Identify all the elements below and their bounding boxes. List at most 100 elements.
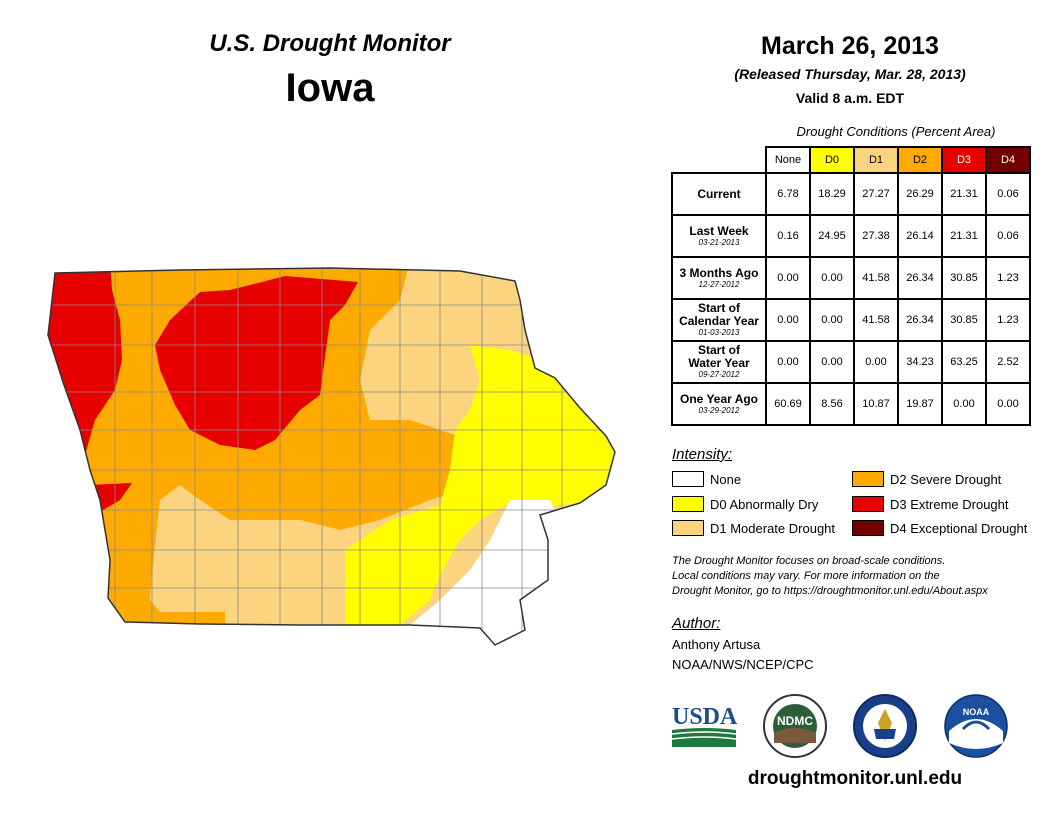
cell-d3: 30.85 bbox=[941, 256, 987, 300]
legend-item-none: None bbox=[672, 471, 741, 487]
cell-d4: 0.06 bbox=[985, 172, 1031, 216]
row-label-line1: One Year Ago bbox=[679, 391, 759, 406]
legend-swatch bbox=[672, 496, 704, 512]
legend-label: D1 Moderate Drought bbox=[710, 520, 836, 536]
table-row: 3 Months Ago 12-27-2012 0.00 0.00 41.58 26.34… bbox=[671, 256, 1031, 300]
cell-d0: 0.00 bbox=[809, 340, 855, 384]
ndmc-logo: NDMC bbox=[763, 694, 827, 758]
cell-d2: 26.34 bbox=[897, 298, 943, 342]
row-label: Last Week 03-21-2013 bbox=[671, 214, 767, 258]
cell-d1: 27.38 bbox=[853, 214, 899, 258]
cell-d1: 41.58 bbox=[853, 298, 899, 342]
noaa-logo: NOAA bbox=[944, 694, 1008, 758]
county-grid bbox=[48, 268, 615, 640]
cell-d4: 1.23 bbox=[985, 298, 1031, 342]
table-row: Last Week 03-21-2013 0.16 24.95 27.38 26.14 21… bbox=[671, 214, 1031, 258]
table-row: Start of Water Year 09-27-2012 0.00 0.00 0.00… bbox=[671, 340, 1031, 384]
cell-d3: 21.31 bbox=[941, 172, 987, 216]
row-label-date: 12-27-2012 bbox=[698, 279, 740, 289]
row-label: 3 Months Ago 12-27-2012 bbox=[671, 256, 767, 300]
footer-url[interactable]: droughtmonitor.unl.edu bbox=[747, 768, 963, 789]
cell-d2: 26.14 bbox=[897, 214, 943, 258]
row-label-date: 03-21-2013 bbox=[698, 237, 740, 247]
cell-none: 0.00 bbox=[765, 340, 811, 384]
row-label-line1: Last Week bbox=[689, 223, 749, 238]
row-label: Start of Water Year 09-27-2012 bbox=[671, 340, 767, 384]
row-label-line1: Start of bbox=[698, 301, 740, 315]
noaa-logo-text: NOAA bbox=[963, 707, 990, 717]
usda-logo: USDA bbox=[671, 704, 738, 747]
legend-swatch bbox=[852, 496, 884, 512]
legend-swatch bbox=[852, 471, 884, 487]
author-org: NOAA/NWS/NCEP/CPC bbox=[672, 657, 814, 672]
table-header-row: None D0 D1 D2 D3 D4 bbox=[672, 146, 1031, 174]
col-header-d4: D4 bbox=[985, 146, 1031, 174]
row-label-date: 01-03-2013 bbox=[698, 328, 740, 337]
cell-d4: 0.00 bbox=[985, 382, 1031, 426]
cell-d3: 63.25 bbox=[941, 340, 987, 384]
map-d1-south bbox=[150, 485, 350, 625]
table-corner bbox=[672, 147, 766, 173]
usda-logo-text: USDA bbox=[672, 704, 738, 730]
commerce-seal-logo bbox=[853, 694, 917, 758]
cell-none: 0.16 bbox=[765, 214, 811, 258]
ndmc-logo-text: NDMC bbox=[777, 714, 813, 728]
cell-d0: 0.00 bbox=[809, 298, 855, 342]
map-subtitle: U.S. Drought Monitor bbox=[209, 30, 451, 57]
author-name: Anthony Artusa bbox=[672, 637, 761, 652]
cell-d0: 0.00 bbox=[809, 256, 855, 300]
cell-d0: 18.29 bbox=[809, 172, 855, 216]
legend-swatch bbox=[672, 520, 704, 536]
note-line: Local conditions may vary. For more info… bbox=[672, 570, 940, 582]
cell-none: 0.00 bbox=[765, 256, 811, 300]
map-date: March 26, 2013 bbox=[761, 32, 939, 60]
legend-label: D4 Exceptional Drought bbox=[890, 520, 1028, 536]
cell-none: 60.69 bbox=[765, 382, 811, 426]
row-label-line1: 3 Months Ago bbox=[679, 265, 759, 280]
cell-d2: 19.87 bbox=[897, 382, 943, 426]
author-title: Author: bbox=[672, 615, 721, 632]
cell-d1: 27.27 bbox=[853, 172, 899, 216]
cell-d3: 0.00 bbox=[941, 382, 987, 426]
cell-d1: 41.58 bbox=[853, 256, 899, 300]
cell-d3: 21.31 bbox=[941, 214, 987, 258]
legend-item-d0: D0 Abnormally Dry bbox=[672, 496, 818, 512]
iowa-drought-map bbox=[47, 267, 616, 646]
cell-d4: 1.23 bbox=[985, 256, 1031, 300]
table-caption: Drought Conditions (Percent Area) bbox=[796, 124, 996, 139]
cell-d3: 30.85 bbox=[941, 298, 987, 342]
row-label: Current bbox=[671, 172, 767, 216]
cell-d4: 2.52 bbox=[985, 340, 1031, 384]
legend-item-d4: D4 Exceptional Drought bbox=[852, 520, 1027, 536]
col-header-d2: D2 bbox=[897, 146, 943, 174]
col-header-d1: D1 bbox=[853, 146, 899, 174]
cell-d1: 10.87 bbox=[853, 382, 899, 426]
row-label-line1: Current bbox=[697, 186, 741, 201]
row-label-date: 09-27-2012 bbox=[698, 370, 740, 379]
legend-label: D0 Abnormally Dry bbox=[710, 496, 819, 512]
cell-d1: 0.00 bbox=[853, 340, 899, 384]
map-d3-west bbox=[48, 268, 122, 455]
map-d3-central bbox=[155, 276, 358, 450]
legend-swatch bbox=[852, 520, 884, 536]
cell-d0: 24.95 bbox=[809, 214, 855, 258]
row-label-date: 03-29-2012 bbox=[698, 405, 740, 415]
cell-d4: 0.06 bbox=[985, 214, 1031, 258]
col-header-d3: D3 bbox=[941, 146, 987, 174]
cell-d0: 8.56 bbox=[809, 382, 855, 426]
legend-swatch bbox=[672, 471, 704, 487]
map-d0-region bbox=[345, 345, 615, 625]
row-label: One Year Ago 03-29-2012 bbox=[671, 382, 767, 426]
table-row: Start of Calendar Year 01-03-2013 0.00 0.00 4… bbox=[671, 298, 1031, 342]
row-label-line2: Calendar Year bbox=[679, 314, 759, 328]
legend-label: D2 Severe Drought bbox=[890, 471, 1002, 487]
iowa-state-outline bbox=[47, 267, 616, 646]
legend-label: None bbox=[710, 471, 742, 487]
cell-none: 6.78 bbox=[765, 172, 811, 216]
valid-time: Valid 8 a.m. EDT bbox=[795, 90, 905, 106]
cell-d2: 34.23 bbox=[897, 340, 943, 384]
drought-monitor-note: The Drought Monitor focuses on broad-sca… bbox=[672, 554, 1052, 599]
table-row: Current 6.78 18.29 27.27 26.29 21.31 0.06 bbox=[671, 172, 1031, 216]
row-label-line1: Start of bbox=[698, 343, 740, 357]
legend-title: Intensity: bbox=[672, 446, 733, 463]
